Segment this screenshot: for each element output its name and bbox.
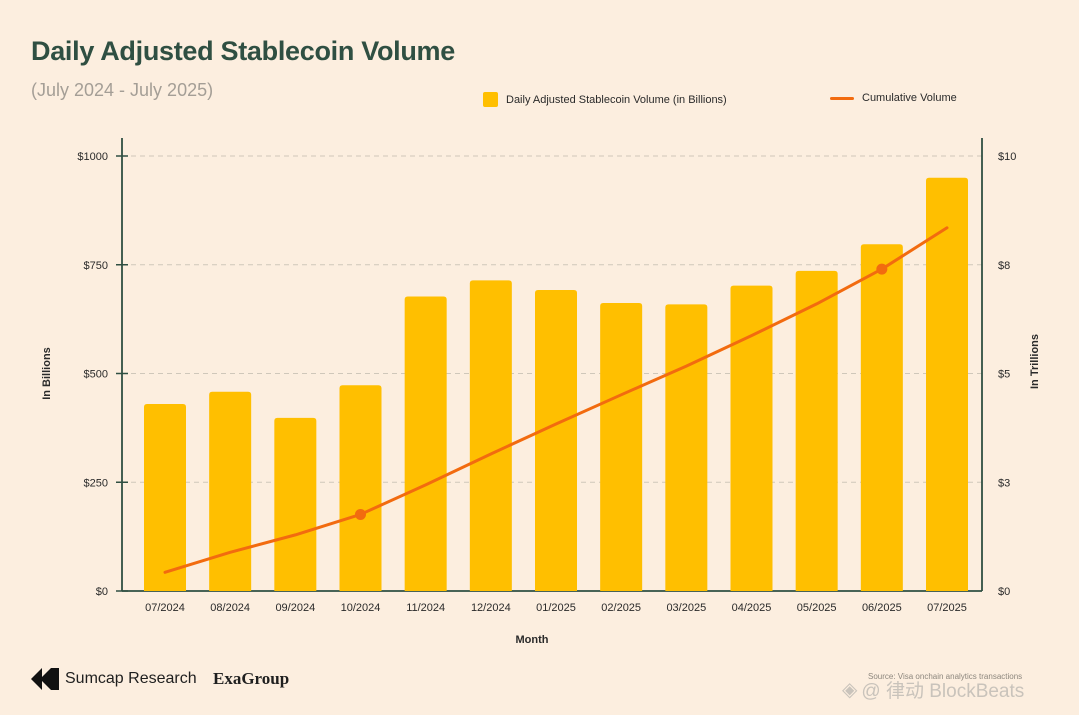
y-tick-label: $1000	[77, 151, 108, 163]
y-axis-title: In Billions	[41, 347, 53, 400]
watermark-logo-icon: ◈	[842, 679, 858, 701]
x-tick-label: 09/2024	[275, 602, 315, 614]
x-axis-title: Month	[516, 634, 549, 646]
bar	[469, 280, 512, 591]
bar	[600, 303, 643, 591]
cumulative-line	[163, 226, 949, 574]
legend-item-line: Cumulative Volume	[830, 92, 957, 104]
x-tick-label: 06/2025	[862, 602, 902, 614]
sumcap-logo-icon	[31, 668, 59, 690]
x-tick-label: 07/2024	[145, 602, 185, 614]
x-tick-label: 01/2025	[536, 602, 576, 614]
x-tick-label: 04/2025	[732, 602, 772, 614]
legend-line-label: Cumulative Volume	[862, 92, 957, 104]
bar	[404, 296, 447, 591]
bar	[730, 285, 773, 591]
brand-sumcap-name: Sumcap Research	[65, 670, 197, 687]
watermark-text: @ 律动 BlockBeats	[861, 681, 1025, 702]
bar	[926, 177, 968, 591]
x-tick-label: 03/2025	[666, 602, 706, 614]
bar	[209, 391, 252, 591]
y2-tick-label: $10	[998, 151, 1016, 163]
x-tick-label: 02/2025	[601, 602, 641, 614]
y2-tick-label: $0	[998, 586, 1010, 598]
bar	[795, 270, 838, 591]
line-marker	[355, 508, 366, 520]
bar	[339, 385, 382, 591]
y-tick-label: $250	[84, 477, 108, 489]
x-tick-label: 07/2025	[927, 602, 967, 614]
bar	[860, 244, 903, 591]
watermark: ◈ @ 律动 BlockBeats	[842, 676, 1024, 703]
line-marker	[876, 263, 888, 275]
y2-tick-label: $8	[998, 260, 1010, 272]
bar	[274, 417, 317, 591]
brand-sumcap: Sumcap Research	[31, 668, 197, 690]
brand-exagroup: ExaGroup	[213, 669, 290, 688]
chart-title: Daily Adjusted Stablecoin Volume	[31, 36, 455, 66]
x-tick-label: 05/2025	[797, 602, 837, 614]
y-tick-label: $0	[96, 586, 108, 598]
x-tick-label: 11/2024	[406, 602, 445, 614]
y2-tick-label: $5	[998, 369, 1010, 381]
y2-axis-title: In Trillions	[1029, 334, 1041, 389]
y-tick-label: $500	[84, 369, 108, 381]
legend-bar-label: Daily Adjusted Stablecoin Volume (in Bil…	[506, 93, 727, 106]
bar	[665, 304, 708, 591]
source-note: Source: Visa onchain analytics transacti…	[868, 672, 1023, 681]
chart-subtitle: (July 2024 - July 2025)	[31, 80, 214, 100]
bar	[535, 289, 577, 591]
y2-tick-label: $3	[998, 477, 1010, 489]
x-tick-label: 08/2024	[210, 602, 250, 614]
y-tick-label: $750	[84, 260, 108, 272]
x-tick-label: 12/2024	[471, 602, 511, 614]
x-tick-label: 10/2024	[341, 602, 381, 614]
legend-line-swatch	[830, 96, 854, 100]
bar	[144, 403, 186, 591]
legend-bar-swatch	[483, 92, 498, 107]
legend-item-bar: Daily Adjusted Stablecoin Volume (in Bil…	[483, 92, 727, 107]
